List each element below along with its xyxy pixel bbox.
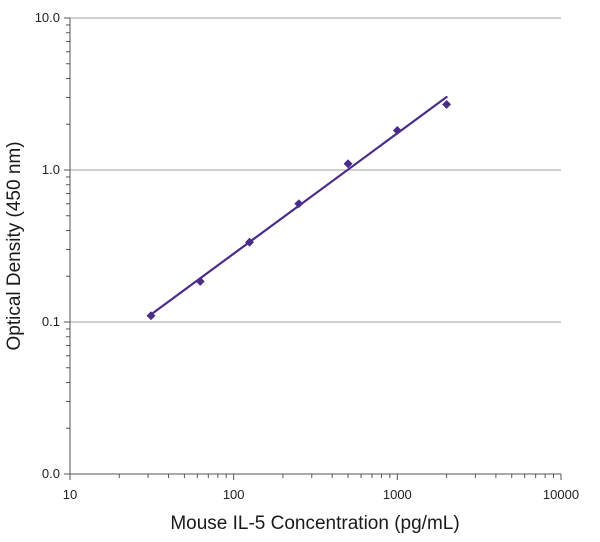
data-point-diamond [244,237,255,247]
data-points [146,99,452,321]
x-tick-label: 10000 [543,487,579,502]
axis-ticks [64,17,562,480]
axes [69,18,561,475]
y-tick-label: 1.0 [42,162,60,177]
x-tick-label: 1000 [383,487,412,502]
data-point-diamond [294,199,304,209]
gridlines [70,17,561,323]
tick-labels: 0.0 0.1 1.0 10.0 10 100 1000 10000 [35,10,579,502]
y-tick-label: 10.0 [35,10,60,25]
x-tick-label: 100 [223,487,245,502]
data-point-diamond [146,311,156,321]
y-tick-label: 0.1 [42,314,60,329]
x-axis-title: Mouse IL-5 Concentration (pg/mL) [170,513,459,534]
data-point-diamond [195,276,205,286]
data-point-diamond [343,159,353,169]
y-tick-label: 0.0 [42,466,60,481]
data-point-diamond [392,125,402,136]
y-axis-title: Optical Density (450 nm) [4,141,25,350]
data-point-diamond [442,99,452,109]
x-tick-label: 10 [63,487,77,502]
